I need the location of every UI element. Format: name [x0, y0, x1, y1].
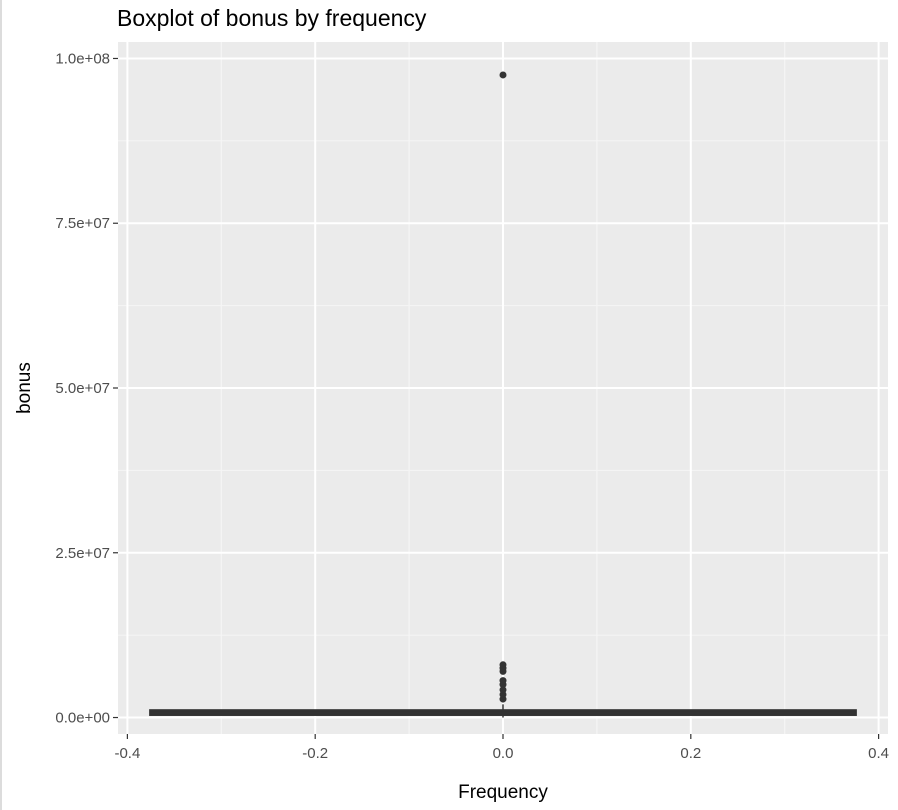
chart-title: Boxplot of bonus by frequency — [117, 5, 427, 31]
major-gridlines — [118, 42, 888, 734]
y-tick-label: 2.5e+07 — [55, 545, 110, 562]
outlier-point — [499, 686, 507, 694]
axes: -0.4 -0.2 0.0 0.2 0.4 0.0e+00 2.5e+07 5.0e+07 7.… — [55, 50, 889, 762]
outlier-point — [499, 71, 507, 79]
x-tick-label: 0.2 — [680, 745, 701, 762]
y-tick-label: 1.0e+08 — [55, 50, 110, 67]
x-tick-label: -0.4 — [114, 745, 140, 762]
chart-marks — [149, 71, 857, 718]
y-tick-label: 7.5e+07 — [55, 215, 110, 232]
x-tick-label: -0.2 — [302, 745, 328, 762]
outlier-point — [499, 661, 507, 669]
window-left-edge — [0, 0, 2, 810]
x-tick-label: 0.0 — [493, 745, 514, 762]
y-tick-label: 0.0e+00 — [55, 710, 110, 727]
x-tick-label: 0.4 — [868, 745, 889, 762]
x-axis-title: Frequency — [458, 782, 548, 803]
y-axis-title: bonus — [14, 362, 35, 414]
outlier-point — [499, 677, 507, 685]
y-tick-label: 5.0e+07 — [55, 380, 110, 397]
